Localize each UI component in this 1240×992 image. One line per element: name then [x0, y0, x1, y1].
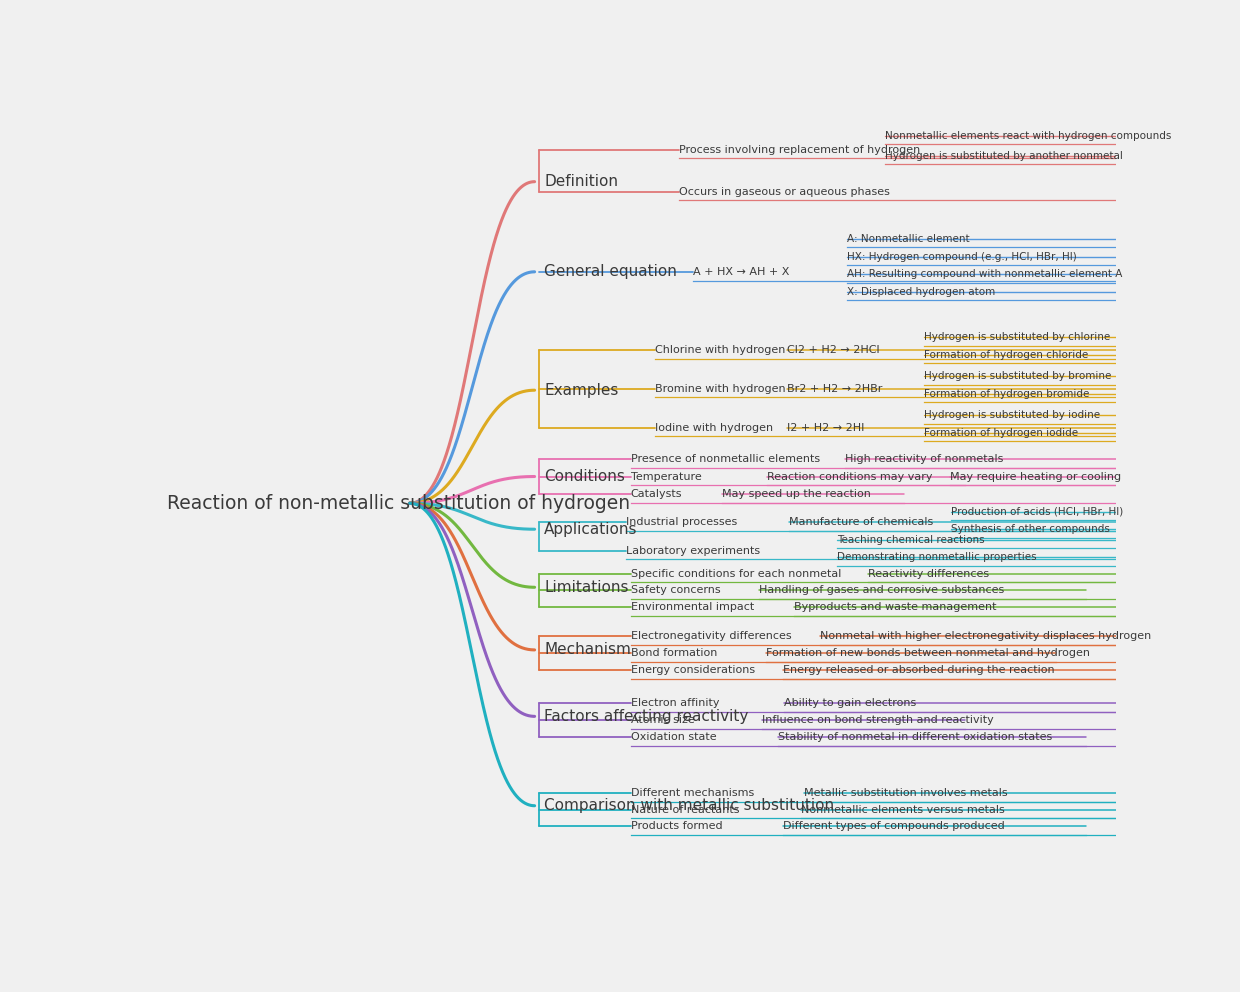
Text: Examples: Examples — [544, 383, 619, 398]
Text: Formation of hydrogen iodide: Formation of hydrogen iodide — [924, 428, 1078, 438]
Text: Reaction of non-metallic substitution of hydrogen: Reaction of non-metallic substitution of… — [167, 494, 631, 513]
Text: Br2 + H2 → 2HBr: Br2 + H2 → 2HBr — [787, 384, 883, 394]
Text: Comparison with metallic substitution: Comparison with metallic substitution — [544, 799, 835, 813]
Text: Cl2 + H2 → 2HCl: Cl2 + H2 → 2HCl — [787, 344, 880, 355]
Text: Production of acids (HCl, HBr, HI): Production of acids (HCl, HBr, HI) — [951, 507, 1123, 517]
Text: Formation of new bonds between nonmetal and hydrogen: Formation of new bonds between nonmetal … — [766, 648, 1090, 658]
Text: Environmental impact: Environmental impact — [631, 602, 754, 612]
Text: Formation of hydrogen chloride: Formation of hydrogen chloride — [924, 350, 1087, 360]
Text: Ability to gain electrons: Ability to gain electrons — [785, 698, 916, 708]
Text: Different types of compounds produced: Different types of compounds produced — [784, 821, 1006, 831]
Text: Synthesis of other compounds: Synthesis of other compounds — [951, 524, 1110, 535]
Text: Teaching chemical reactions: Teaching chemical reactions — [837, 535, 985, 545]
Text: Manufacture of chemicals: Manufacture of chemicals — [789, 518, 934, 528]
Text: Oxidation state: Oxidation state — [631, 732, 717, 742]
Text: AH: Resulting compound with nonmetallic element A: AH: Resulting compound with nonmetallic … — [847, 269, 1122, 279]
Text: Hydrogen is substituted by bromine: Hydrogen is substituted by bromine — [924, 371, 1111, 382]
Text: Electron affinity: Electron affinity — [631, 698, 719, 708]
Text: Atomic size: Atomic size — [631, 715, 694, 725]
Text: Nature of reactants: Nature of reactants — [631, 805, 739, 814]
Text: Specific conditions for each nonmetal: Specific conditions for each nonmetal — [631, 568, 841, 578]
Text: Electronegativity differences: Electronegativity differences — [631, 631, 791, 641]
Text: Hydrogen is substituted by iodine: Hydrogen is substituted by iodine — [924, 411, 1100, 421]
Text: Definition: Definition — [544, 175, 619, 189]
Text: Demonstrating nonmetallic properties: Demonstrating nonmetallic properties — [837, 553, 1037, 562]
Text: Limitations: Limitations — [544, 579, 629, 595]
Text: Nonmetallic elements versus metals: Nonmetallic elements versus metals — [801, 805, 1004, 814]
Text: Chlorine with hydrogen: Chlorine with hydrogen — [655, 344, 785, 355]
Text: Bond formation: Bond formation — [631, 648, 717, 658]
Text: Mechanism: Mechanism — [544, 643, 631, 658]
Text: Reactivity differences: Reactivity differences — [868, 568, 990, 578]
Text: X: Displaced hydrogen atom: X: Displaced hydrogen atom — [847, 287, 996, 297]
Text: Hydrogen is substituted by another nonmetal: Hydrogen is substituted by another nonme… — [885, 151, 1123, 161]
Text: Formation of hydrogen bromide: Formation of hydrogen bromide — [924, 389, 1089, 399]
Text: Industrial processes: Industrial processes — [626, 518, 737, 528]
Text: I2 + H2 → 2HI: I2 + H2 → 2HI — [787, 423, 864, 433]
Text: Different mechanisms: Different mechanisms — [631, 788, 754, 798]
Text: Metallic substitution involves metals: Metallic substitution involves metals — [804, 788, 1007, 798]
Text: Laboratory experiments: Laboratory experiments — [626, 546, 760, 556]
Text: Nonmetallic elements react with hydrogen compounds: Nonmetallic elements react with hydrogen… — [885, 131, 1172, 141]
Text: Products formed: Products formed — [631, 821, 723, 831]
Text: Occurs in gaseous or aqueous phases: Occurs in gaseous or aqueous phases — [678, 186, 889, 196]
Text: Catalysts: Catalysts — [631, 489, 682, 499]
Text: Factors affecting reactivity: Factors affecting reactivity — [544, 709, 749, 724]
Text: Applications: Applications — [544, 522, 637, 537]
Text: Energy considerations: Energy considerations — [631, 665, 755, 675]
Text: HX: Hydrogen compound (e.g., HCl, HBr, HI): HX: Hydrogen compound (e.g., HCl, HBr, H… — [847, 252, 1076, 262]
Text: May require heating or cooling: May require heating or cooling — [950, 471, 1121, 481]
Text: Safety concerns: Safety concerns — [631, 585, 720, 595]
Text: Hydrogen is substituted by chlorine: Hydrogen is substituted by chlorine — [924, 332, 1110, 342]
Text: Conditions: Conditions — [544, 469, 625, 484]
Text: Iodine with hydrogen: Iodine with hydrogen — [655, 423, 773, 433]
Text: A: Nonmetallic element: A: Nonmetallic element — [847, 234, 970, 244]
Text: Reaction conditions may vary: Reaction conditions may vary — [768, 471, 932, 481]
Text: Energy released or absorbed during the reaction: Energy released or absorbed during the r… — [784, 665, 1055, 675]
Text: Bromine with hydrogen: Bromine with hydrogen — [655, 384, 785, 394]
Text: Process involving replacement of hydrogen: Process involving replacement of hydroge… — [678, 145, 920, 155]
Text: Influence on bond strength and reactivity: Influence on bond strength and reactivit… — [763, 715, 994, 725]
Text: May speed up the reaction: May speed up the reaction — [722, 489, 870, 499]
Text: Byproducts and waste management: Byproducts and waste management — [794, 602, 997, 612]
Text: Stability of nonmetal in different oxidation states: Stability of nonmetal in different oxida… — [777, 732, 1052, 742]
Text: General equation: General equation — [544, 264, 677, 280]
Text: A + HX → AH + X: A + HX → AH + X — [693, 267, 790, 277]
Text: Handling of gases and corrosive substances: Handling of gases and corrosive substanc… — [759, 585, 1003, 595]
Text: Temperature: Temperature — [631, 471, 702, 481]
Text: High reactivity of nonmetals: High reactivity of nonmetals — [844, 454, 1003, 464]
Text: Nonmetal with higher electronegativity displaces hydrogen: Nonmetal with higher electronegativity d… — [820, 631, 1151, 641]
Text: Presence of nonmetallic elements: Presence of nonmetallic elements — [631, 454, 820, 464]
